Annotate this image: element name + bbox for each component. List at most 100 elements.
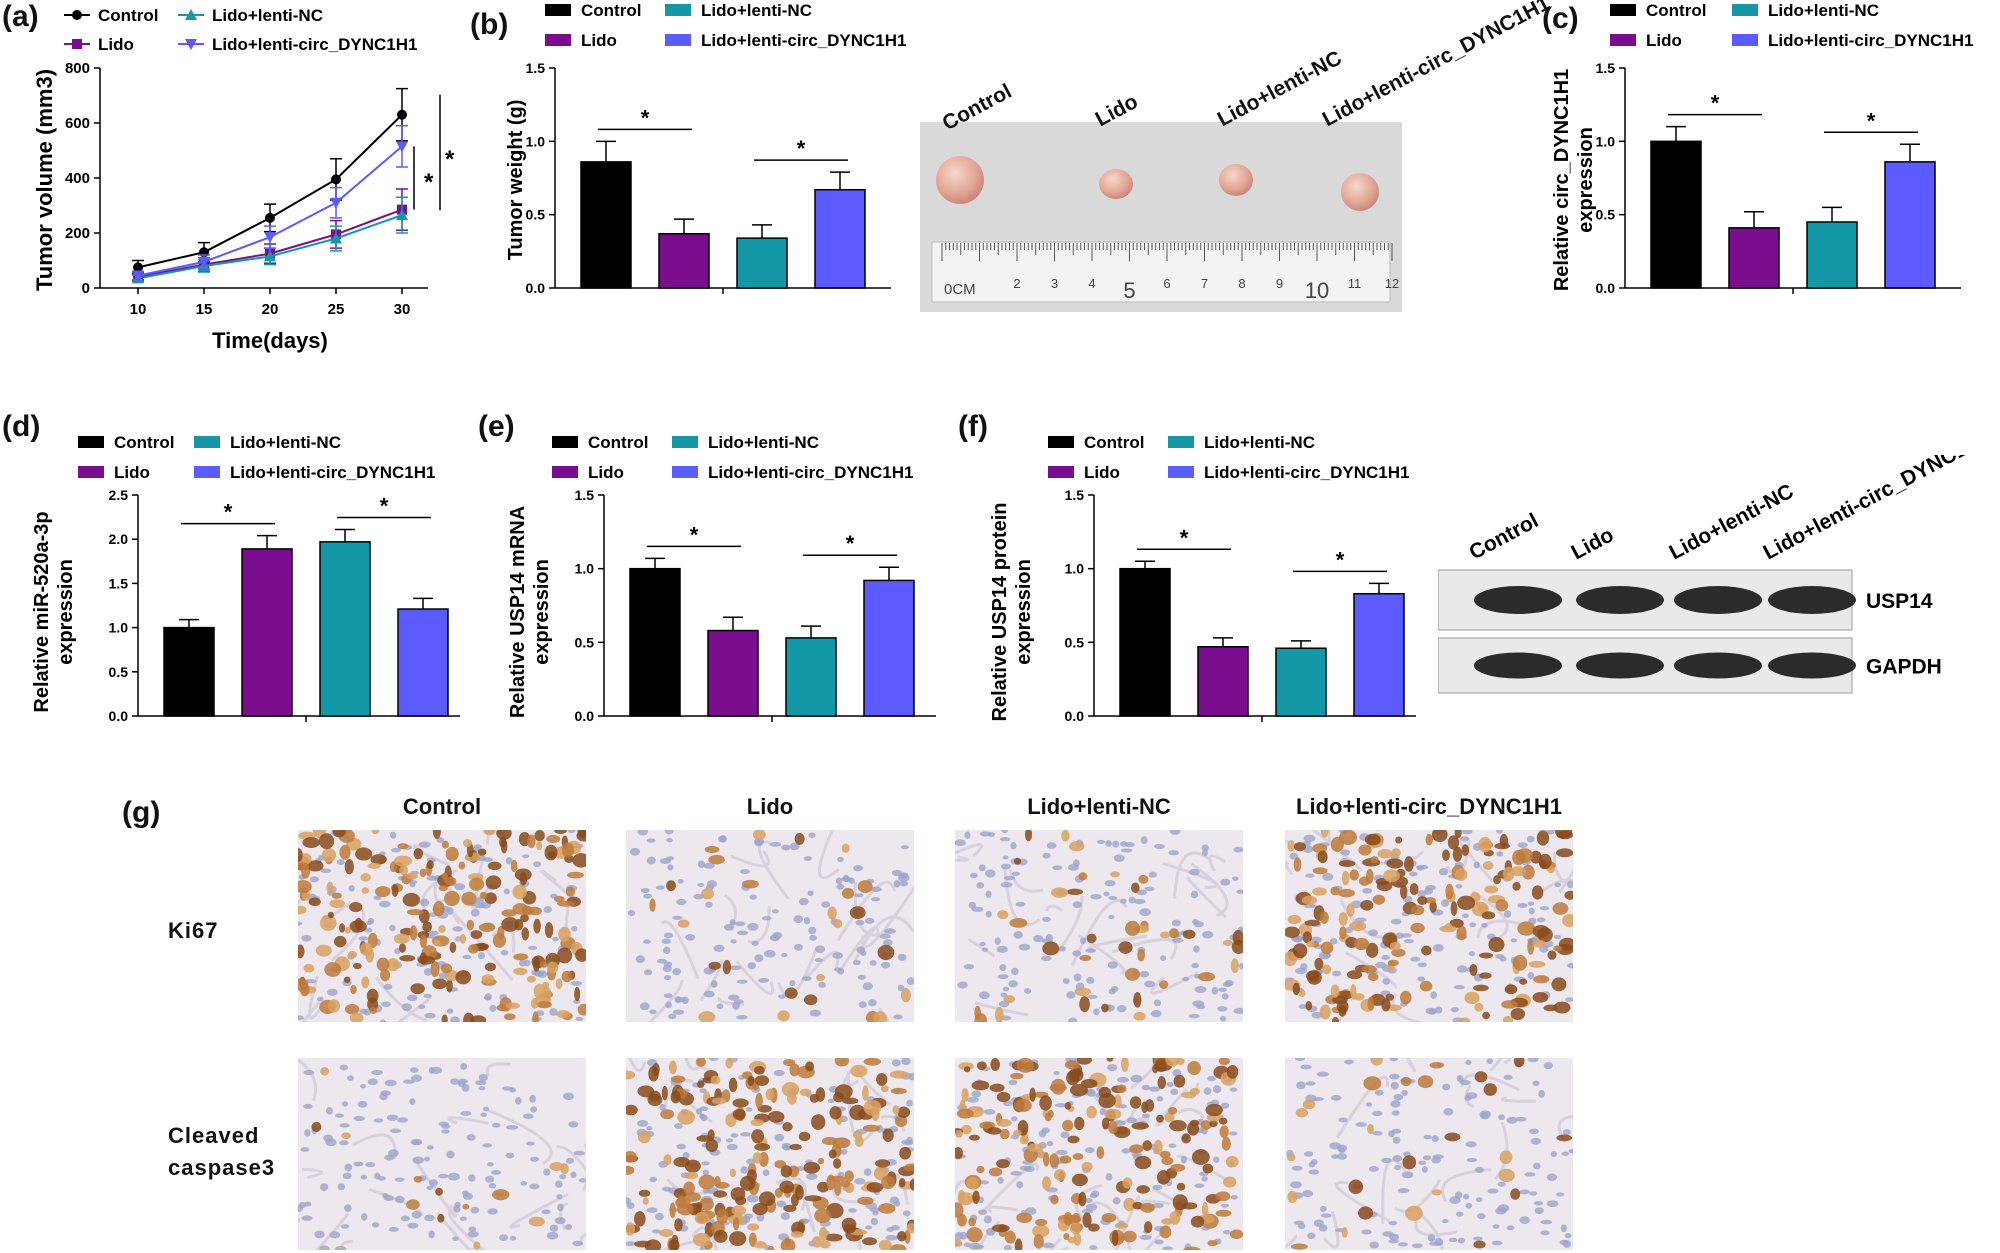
ihc-stain [1050,1194,1059,1205]
ihc-nucleus [860,950,867,956]
ihc-stain [391,884,399,897]
ihc-stain [469,877,485,891]
ihc-stain [731,1205,747,1216]
ihc-stain [1341,870,1350,886]
ihc-nucleus [339,1123,350,1128]
ihc-fiber [298,1217,301,1224]
y-tick-label: 1.0 [575,561,595,577]
ihc-stain [419,934,428,949]
ihc-nucleus [347,1075,354,1081]
ihc-nucleus [388,1226,399,1232]
ihc-nucleus [480,1112,488,1118]
ihc-nucleus [1303,834,1316,843]
ihc-nucleus [489,1004,497,1012]
ihc-nucleus [1018,943,1031,951]
ihc-nucleus [359,1008,368,1015]
ihc-nucleus [789,979,796,987]
ihc-stain [341,1132,351,1140]
ihc-stain [872,1011,888,1022]
ihc-nucleus [740,868,750,875]
ihc-fiber [660,920,700,980]
ihc-stain [1314,957,1324,970]
legend-swatch [78,466,104,478]
ihc-stain [729,1231,747,1247]
ihc-stain [1331,1016,1340,1022]
ihc-nucleus [1329,938,1338,945]
ihc-stain [889,1070,908,1079]
ihc-nucleus [781,844,791,851]
ihc-nucleus [556,1193,563,1200]
ihc-stain [1181,1133,1191,1144]
ihc-stain [1096,1146,1105,1159]
ihc-nucleus [384,1079,397,1087]
ihc-stain [1043,1152,1050,1167]
ihc-stain [1521,864,1535,880]
y-tick-label: 200 [65,225,90,242]
ihc-stain [803,994,818,1006]
y-axis-label-line: expression [1013,559,1035,665]
y-tick-label: 0.5 [575,634,595,650]
ihc-stain [455,970,472,985]
ihc-nucleus [1002,855,1009,860]
ihc-nucleus [1086,976,1095,984]
ihc-stain [750,1119,764,1127]
ihc-nucleus [769,841,782,847]
ihc-nucleus [663,993,673,999]
ihc-nucleus [1305,1081,1316,1086]
ihc-stain [1337,888,1355,898]
ihc-stain [308,897,321,907]
ihc-stain [754,1241,767,1249]
ihc-stain [1405,1205,1423,1222]
ihc-nucleus [1322,872,1334,881]
ihc-stain [1547,866,1555,874]
ihc-nucleus [411,1211,422,1219]
ihc-nucleus [1229,1087,1238,1092]
ihc-nucleus [549,1008,558,1016]
ihc-nucleus [664,932,674,939]
ihc-stain [1482,1011,1490,1020]
ihc-nucleus [771,909,779,914]
ihc-stain [413,1175,423,1183]
ihc-nucleus [482,1106,490,1112]
ihc-nucleus [854,893,864,898]
ihc-stain [1417,896,1428,905]
y-tick-label: 1.5 [1596,60,1616,76]
line-chart-a: ControlLidoLido+lenti-NCLido+lenti-circ_… [32,6,455,353]
ihc-fiber [803,950,840,982]
ihc-nucleus [793,915,804,924]
ihc-stain [1159,1150,1171,1159]
ihc-nucleus [777,994,786,999]
ihc-stain [714,1175,721,1188]
ihc-stain [1558,937,1573,951]
ihc-nucleus [1393,1165,1402,1170]
ihc-stain [904,1163,914,1172]
ihc-stain [1014,857,1022,865]
ihc-nucleus [717,835,727,843]
ihc-nucleus [1388,1220,1398,1226]
ihc-nucleus [710,980,718,988]
ihc-nucleus [981,947,989,952]
ihc-stain [503,1013,516,1021]
ihc-stain [857,1196,874,1206]
ihc-nucleus [1053,1070,1060,1076]
ihc-nucleus [474,903,487,909]
ihc-nucleus [1455,1211,1464,1217]
ihc-stain [1062,1119,1074,1132]
ihc-stain [526,975,536,983]
ihc-nucleus [627,909,636,917]
ihc-nucleus [571,925,578,932]
ihc-nucleus [1527,1058,1539,1063]
ihc-stain [360,873,371,882]
ihc-stain [394,855,412,867]
ihc-nucleus [329,1231,341,1239]
ihc-stain [1312,887,1327,896]
ihc-stain [1553,1001,1571,1014]
ihc-stain [1197,972,1216,982]
ihc-nucleus [503,888,510,895]
ihc-stain [826,1174,836,1191]
ihc-nucleus [1113,854,1125,862]
ihc-nucleus [703,862,715,869]
ihc-nucleus [776,1200,787,1208]
ihc-nucleus [740,1166,748,1174]
ihc-image [298,1058,586,1250]
